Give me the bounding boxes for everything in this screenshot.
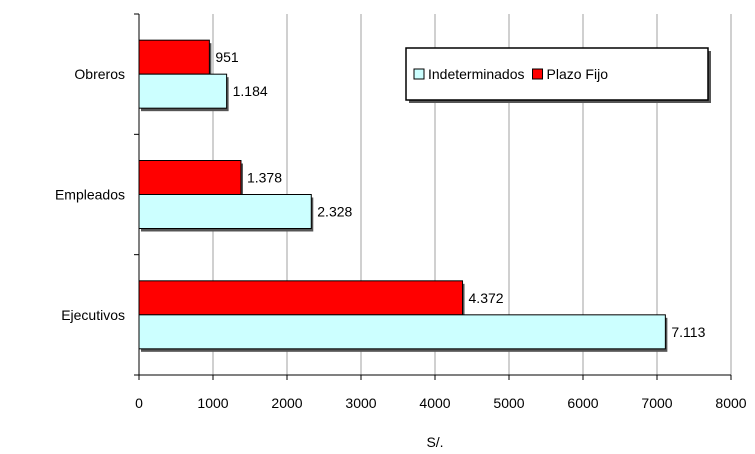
data-label: 1.184 xyxy=(233,83,268,99)
legend-box xyxy=(405,47,709,101)
legend: Indeterminados Plazo Fijo xyxy=(405,47,711,103)
bar-plazo-fijo xyxy=(138,160,242,195)
legend-label: Plazo Fijo xyxy=(547,66,609,82)
x-tick-label: 6000 xyxy=(567,395,598,411)
axes xyxy=(134,13,732,380)
bar-indeterminados xyxy=(138,314,666,350)
x-axis-title: S/. xyxy=(426,434,443,450)
x-tick-label: 5000 xyxy=(493,395,524,411)
x-tick-label: 7000 xyxy=(641,395,672,411)
x-tick-labels: 0 1000 2000 3000 4000 5000 6000 7000 8000 xyxy=(135,395,747,411)
bar-plazo-fijo xyxy=(138,39,210,75)
category-label: Obreros xyxy=(74,66,125,82)
data-labels: 951 1.184 1.378 2.328 4.372 7.113 xyxy=(215,49,705,340)
x-tick-label: 3000 xyxy=(345,395,376,411)
x-tick-label: 0 xyxy=(135,395,143,411)
x-tick-label: 1000 xyxy=(197,395,228,411)
legend-swatch xyxy=(413,68,425,80)
data-label: 7.113 xyxy=(671,324,705,340)
bar-indeterminados xyxy=(138,73,228,109)
data-label: 951 xyxy=(215,49,239,65)
x-tick-label: 4000 xyxy=(419,395,450,411)
data-label: 4.372 xyxy=(469,290,504,306)
x-tick-label: 2000 xyxy=(271,395,302,411)
legend-swatch xyxy=(532,68,544,80)
data-label: 2.328 xyxy=(317,204,352,220)
bar-plazo-fijo xyxy=(138,280,464,316)
bars xyxy=(138,39,668,352)
x-tick-label: 8000 xyxy=(715,395,746,411)
bar-indeterminados xyxy=(138,194,312,229)
category-labels: Obreros Empleados Ejecutivos xyxy=(55,66,125,323)
category-label: Ejecutivos xyxy=(61,307,125,323)
legend-label: Indeterminados xyxy=(428,66,525,82)
category-label: Empleados xyxy=(55,187,125,203)
data-label: 1.378 xyxy=(247,170,282,186)
